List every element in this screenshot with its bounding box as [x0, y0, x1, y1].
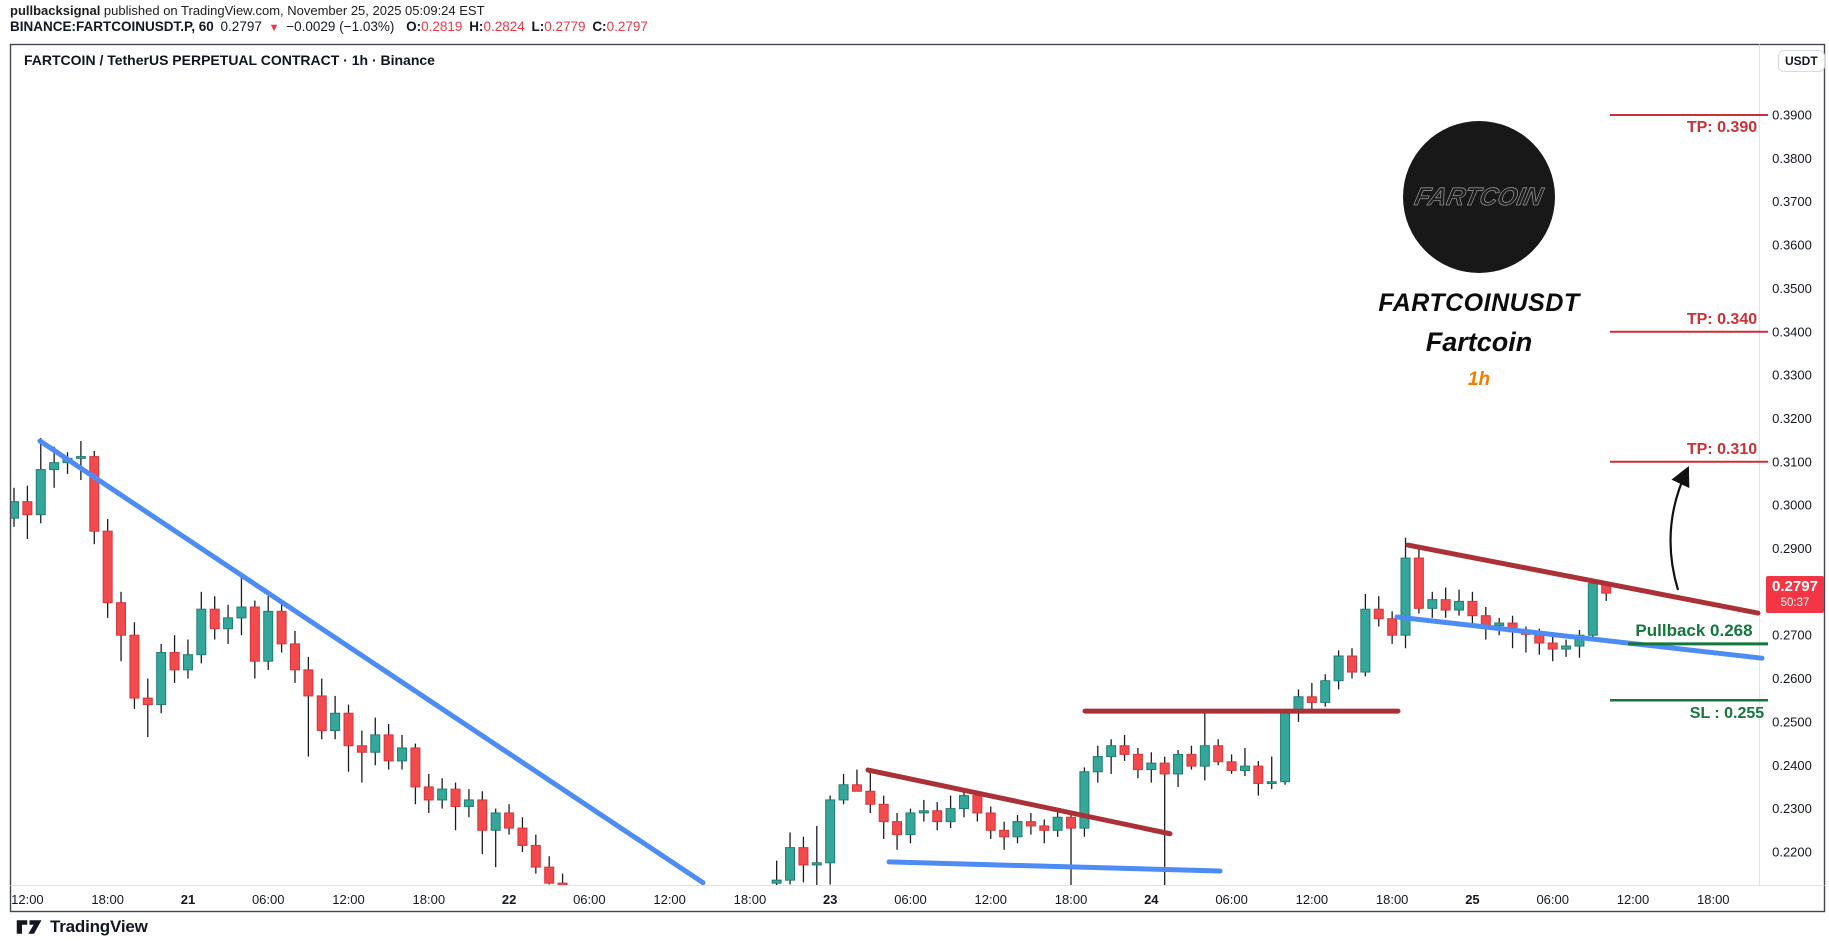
svg-text:0.2400: 0.2400: [1772, 758, 1812, 773]
svg-text:06:00: 06:00: [1536, 892, 1569, 907]
svg-text:0.3700: 0.3700: [1772, 194, 1812, 209]
chart-symbol-title: FARTCOIN / TetherUS PERPETUAL CONTRACT ·…: [24, 52, 435, 68]
svg-text:12:00: 12:00: [653, 892, 686, 907]
currency-toggle-button[interactable]: USDT: [1778, 50, 1825, 72]
last-price: 0.2797: [220, 19, 262, 34]
branding-block: FARTCOIN FARTCOINUSDT Fartcoin 1h: [1329, 121, 1629, 391]
svg-text:18:00: 18:00: [91, 892, 124, 907]
svg-text:SL : 0.255: SL : 0.255: [1690, 705, 1765, 722]
svg-text:25: 25: [1465, 892, 1479, 907]
svg-text:0.3400: 0.3400: [1772, 324, 1812, 339]
tradingview-logo-text: TradingView: [50, 917, 148, 936]
open-label: O:: [406, 19, 422, 34]
badge-price: 0.2797: [1772, 578, 1818, 595]
high-label: H:: [469, 19, 484, 34]
open-value: 0.2819: [421, 19, 463, 34]
close-value: 0.2797: [606, 19, 648, 34]
svg-text:06:00: 06:00: [1215, 892, 1248, 907]
svg-text:0.2500: 0.2500: [1772, 714, 1812, 729]
svg-text:06:00: 06:00: [252, 892, 285, 907]
svg-text:12:00: 12:00: [11, 892, 44, 907]
svg-text:06:00: 06:00: [894, 892, 927, 907]
published-info: pullbacksignal published on TradingView.…: [10, 3, 485, 18]
low-label: L:: [531, 19, 545, 34]
published-text: published on TradingView.com, November 2…: [100, 3, 485, 18]
svg-text:18:00: 18:00: [1055, 892, 1088, 907]
svg-text:18:00: 18:00: [734, 892, 767, 907]
svg-text:18:00: 18:00: [1697, 892, 1730, 907]
symbol-interval: BINANCE:FARTCOINUSDT.P, 60: [10, 19, 214, 34]
svg-text:TP: 0.340: TP: 0.340: [1687, 311, 1757, 328]
badge-countdown: 50:37: [1780, 597, 1810, 609]
svg-text:12:00: 12:00: [1296, 892, 1329, 907]
svg-text:0.2200: 0.2200: [1772, 844, 1812, 859]
svg-text:0.3300: 0.3300: [1772, 368, 1812, 383]
quote-bar: BINANCE:FARTCOINUSDT.P, 60 0.2797 ▼ −0.0…: [10, 19, 651, 34]
branding-ticker: FARTCOINUSDT: [1378, 289, 1580, 317]
fartcoin-logo-text: FARTCOIN: [1412, 182, 1546, 211]
close-label: C:: [592, 19, 607, 34]
svg-text:TP: 0.310: TP: 0.310: [1687, 441, 1757, 458]
author-name: pullbacksignal: [10, 3, 101, 18]
svg-text:22: 22: [502, 892, 516, 907]
svg-text:0.3100: 0.3100: [1772, 454, 1812, 469]
branding-coin-name: Fartcoin: [1425, 327, 1533, 357]
svg-text:0.2600: 0.2600: [1772, 671, 1812, 686]
branding-timeframe: 1h: [1467, 369, 1491, 390]
high-value: 0.2824: [483, 19, 525, 34]
fartcoin-logo-icon: FARTCOIN: [1403, 121, 1555, 273]
svg-text:12:00: 12:00: [332, 892, 365, 907]
svg-text:0.3800: 0.3800: [1772, 151, 1812, 166]
svg-text:0.3500: 0.3500: [1772, 281, 1812, 296]
svg-text:18:00: 18:00: [1376, 892, 1409, 907]
svg-text:18:00: 18:00: [413, 892, 446, 907]
svg-text:24: 24: [1144, 892, 1159, 907]
svg-text:12:00: 12:00: [1617, 892, 1650, 907]
price-change: −0.0029 (−1.03%): [286, 19, 395, 34]
svg-text:12:00: 12:00: [974, 892, 1007, 907]
svg-text:0.3200: 0.3200: [1772, 411, 1812, 426]
svg-text:0.3000: 0.3000: [1772, 498, 1812, 513]
svg-text:TP: 0.390: TP: 0.390: [1687, 119, 1757, 136]
svg-text:0.2900: 0.2900: [1772, 541, 1812, 556]
svg-text:06:00: 06:00: [573, 892, 606, 907]
svg-text:0.3900: 0.3900: [1772, 108, 1812, 123]
svg-text:21: 21: [181, 892, 195, 907]
svg-text:0.2700: 0.2700: [1772, 628, 1812, 643]
svg-text:23: 23: [823, 892, 837, 907]
down-arrow-icon: ▼: [268, 22, 280, 34]
tradingview-footer[interactable]: TradingView: [16, 917, 148, 937]
svg-text:0.3600: 0.3600: [1772, 238, 1812, 253]
low-value: 0.2779: [544, 19, 586, 34]
tradingview-logo-icon: [16, 920, 42, 934]
svg-text:0.2300: 0.2300: [1772, 801, 1812, 816]
current-price-badge: 0.2797 50:37: [1766, 576, 1824, 613]
svg-text:Pullback 0.268: Pullback 0.268: [1635, 621, 1752, 640]
